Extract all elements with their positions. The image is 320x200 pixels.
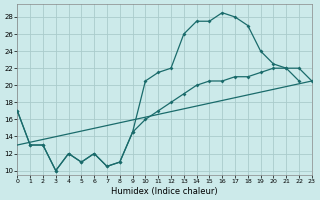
X-axis label: Humidex (Indice chaleur): Humidex (Indice chaleur)	[111, 187, 218, 196]
